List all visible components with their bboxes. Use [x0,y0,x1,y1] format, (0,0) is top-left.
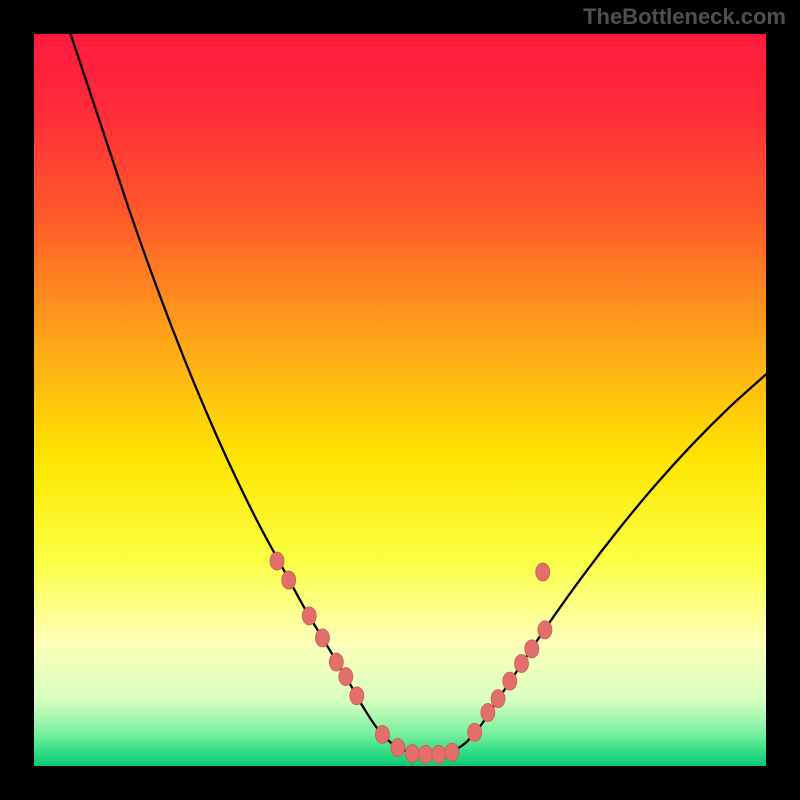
data-marker [302,607,316,625]
watermark-text: TheBottleneck.com [583,4,786,30]
data-marker [468,723,482,741]
data-marker [270,552,284,570]
data-markers [270,552,552,763]
data-marker [282,571,296,589]
data-marker [491,690,505,708]
data-marker [503,672,517,690]
chart-svg [0,0,800,800]
data-marker [419,745,433,763]
data-marker [315,629,329,647]
data-marker [432,745,446,763]
data-marker [339,668,353,686]
data-marker [536,563,550,581]
data-marker [525,640,539,658]
bottleneck-curve [71,34,766,755]
data-marker [515,655,529,673]
data-marker [481,704,495,722]
data-marker [445,743,459,761]
data-marker [329,653,343,671]
data-marker [405,745,419,763]
chart-frame: TheBottleneck.com [0,0,800,800]
data-marker [538,621,552,639]
data-marker [350,687,364,705]
data-marker [391,739,405,757]
data-marker [375,726,389,744]
